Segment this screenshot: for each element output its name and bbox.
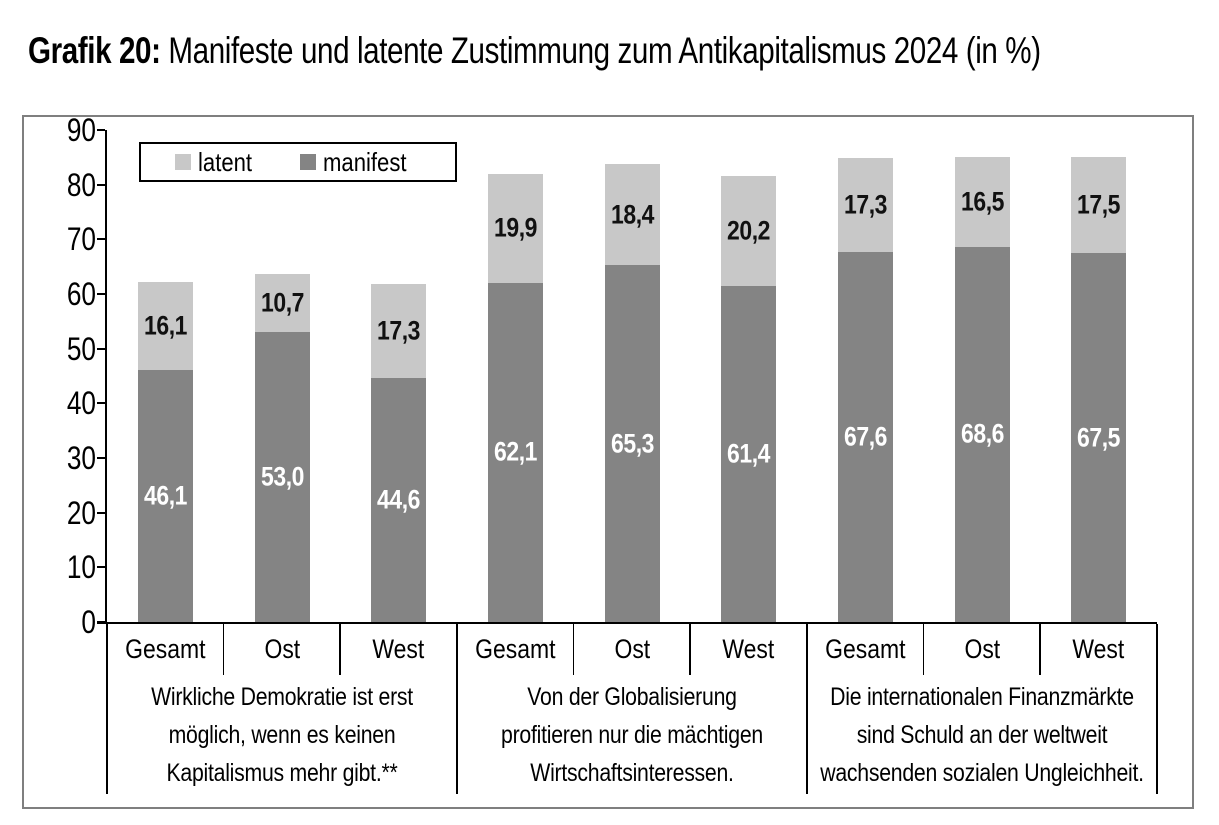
bar-segment-manifest: 62,1 (487, 282, 543, 622)
bar-segment-latent: 19,9 (487, 173, 543, 283)
y-tick-mark (97, 183, 105, 186)
category-separator (339, 624, 341, 675)
y-tick-label: 60 (66, 276, 96, 312)
bar-segment-manifest: 53,0 (254, 332, 310, 622)
bar-segment-manifest: 61,4 (721, 286, 777, 622)
bar-segment-manifest: 44,6 (371, 378, 427, 622)
bar-value-manifest: 46,1 (143, 480, 187, 511)
legend-swatch-manifest-icon (299, 154, 316, 170)
x-category-label: Gesamt (475, 634, 556, 664)
x-category-label: Ost (964, 634, 1000, 664)
y-tick-mark (97, 293, 105, 295)
bar-value-manifest: 53,0 (260, 461, 304, 492)
category-separator (222, 624, 225, 675)
legend: latent manifest (139, 142, 457, 182)
category-separator (922, 624, 925, 675)
bar-value-manifest: 62,1 (493, 436, 537, 467)
bar-value-latent: 16,5 (960, 186, 1004, 217)
bar-segment-latent: 17,3 (837, 157, 893, 253)
bar-segment-latent: 17,3 (371, 283, 427, 379)
y-tick-mark (97, 566, 105, 569)
y-tick-mark (97, 129, 105, 131)
category-separator (572, 624, 575, 675)
group-separator (1156, 624, 1158, 794)
x-category-label: West (722, 634, 775, 664)
legend-swatch-latent-icon (175, 154, 192, 170)
y-tick-mark (97, 347, 105, 350)
bar-segment-manifest: 67,6 (837, 252, 893, 622)
chart-frame: latent manifest 0 10 20 30 40 50 60 70 80 90 46,1 1… (22, 112, 1194, 809)
y-tick-label: 90 (66, 112, 96, 148)
x-category-label: Ost (614, 634, 650, 664)
y-tick-label: 20 (66, 494, 96, 531)
y-tick-label: 50 (66, 330, 96, 367)
group-separator (106, 624, 108, 794)
bar-segment-latent: 10,7 (254, 273, 310, 333)
x-category-label: Gesamt (125, 634, 206, 664)
y-tick-label: 0 (81, 604, 96, 640)
group-statement: Von der Globalisierung profitieren nur d… (501, 682, 763, 787)
bar-segment-latent: 20,2 (721, 175, 777, 287)
y-tick-mark (97, 621, 105, 623)
bar-value-manifest: 65,3 (610, 428, 654, 458)
x-axis-line (97, 622, 1157, 624)
legend-item-latent: latent (175, 147, 262, 178)
category-separator (689, 624, 691, 675)
bar-segment-latent: 18,4 (604, 164, 660, 266)
group-separator (806, 624, 808, 794)
y-tick-mark (97, 511, 105, 514)
group-separator (456, 624, 458, 794)
y-tick-mark (97, 238, 105, 241)
legend-item-manifest: manifest (299, 146, 421, 178)
bar-value-latent: 20,2 (727, 215, 771, 246)
legend-label-manifest: manifest (322, 146, 407, 177)
bar-value-manifest: 67,6 (843, 421, 887, 452)
category-separator (1039, 624, 1041, 675)
bar-segment-latent: 16,5 (954, 156, 1010, 247)
y-tick-mark (97, 402, 105, 405)
x-category-label: Ost (264, 634, 300, 664)
y-tick-mark (97, 457, 105, 459)
group-statement: Wirkliche Demokratie ist erst möglich, w… (151, 682, 413, 787)
bar-value-latent: 16,1 (143, 310, 187, 341)
x-category-label: Gesamt (825, 634, 906, 664)
bar-segment-manifest: 46,1 (137, 369, 193, 622)
bar-segment-manifest: 67,5 (1071, 253, 1127, 622)
bar-value-manifest: 67,5 (1077, 422, 1121, 452)
chart-title: Grafik 20: Manifeste und latente Zustimm… (28, 30, 1041, 72)
group-statement: Die internationalen Finanzmärkte sind Sc… (820, 682, 1144, 787)
y-tick-label: 70 (66, 221, 96, 258)
bar-segment-manifest: 65,3 (604, 265, 660, 622)
x-category-label: West (1072, 634, 1125, 664)
chart-title-text: Manifeste und latente Zustimmung zum Ant… (160, 30, 1041, 71)
bar-value-latent: 18,4 (610, 199, 654, 230)
y-tick-label: 10 (66, 549, 96, 586)
y-tick-label: 80 (66, 166, 96, 203)
bar-value-latent: 17,5 (1077, 189, 1121, 220)
bar-value-latent: 10,7 (260, 287, 304, 318)
chart-title-prefix: Grafik 20: (28, 30, 161, 71)
bar-segment-latent: 17,5 (1071, 157, 1127, 253)
bar-value-latent: 19,9 (493, 212, 537, 243)
bar-value-latent: 17,3 (843, 189, 887, 220)
bar-value-latent: 17,3 (377, 315, 421, 346)
y-tick-label: 30 (66, 440, 96, 476)
x-category-label: West (372, 634, 425, 664)
bar-value-manifest: 68,6 (960, 418, 1004, 449)
bar-value-manifest: 61,4 (727, 438, 771, 469)
bar-value-manifest: 44,6 (377, 484, 421, 515)
y-axis-line (105, 130, 107, 624)
y-tick-label: 40 (66, 385, 96, 422)
legend-label-latent: latent (198, 146, 253, 177)
bar-segment-latent: 16,1 (137, 281, 193, 370)
bar-segment-manifest: 68,6 (954, 246, 1010, 622)
